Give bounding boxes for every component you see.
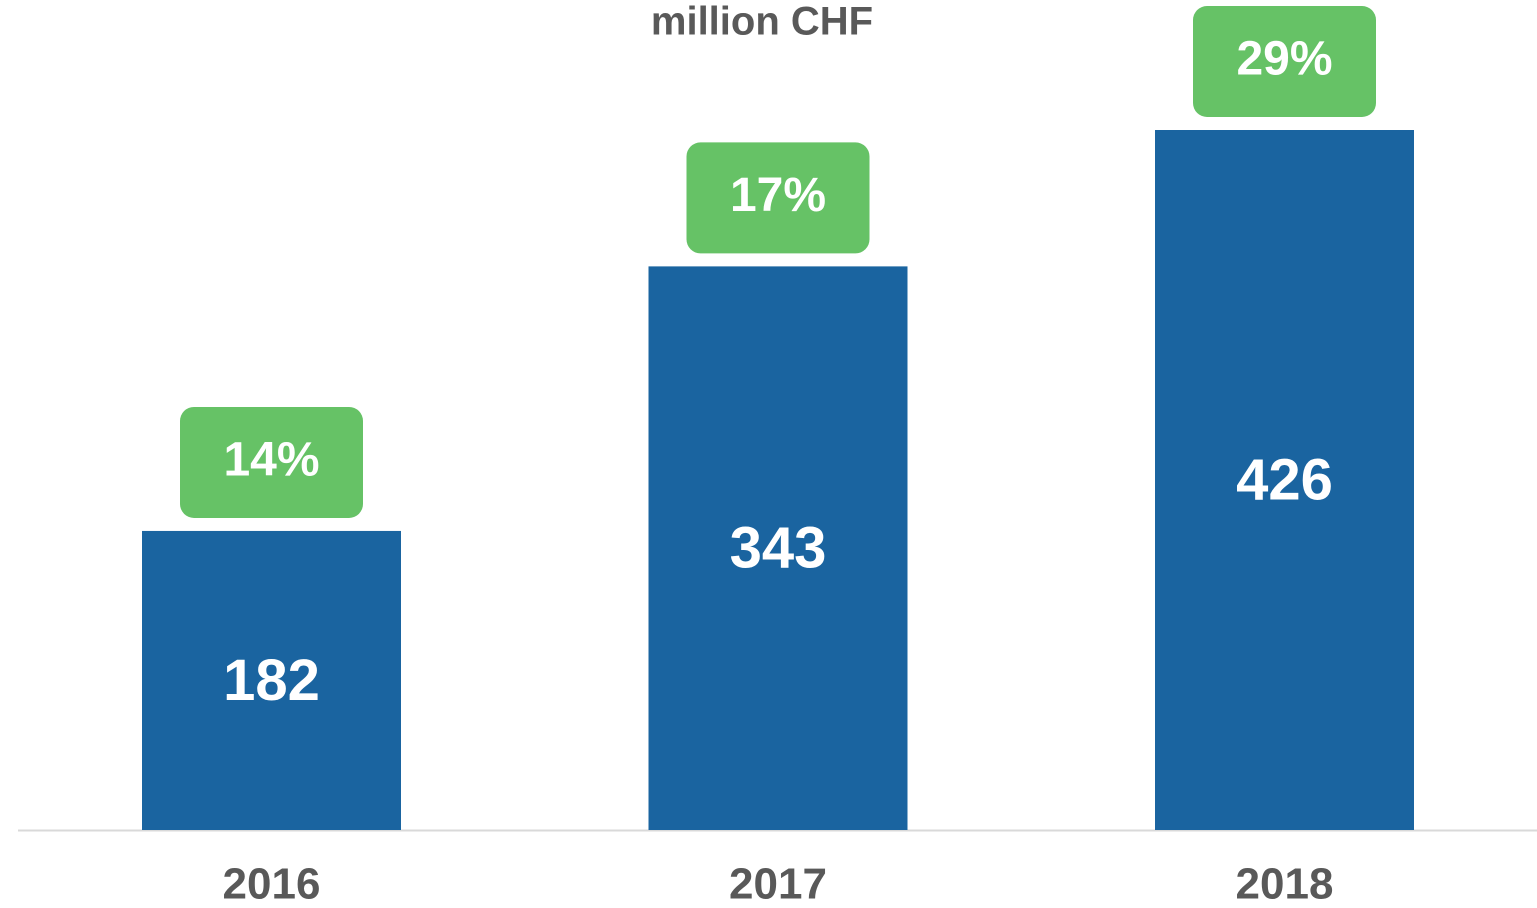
badge-label: 17%	[730, 169, 826, 222]
badge	[180, 406, 363, 518]
badge-label: 29%	[1236, 33, 1332, 86]
badge-label: 14%	[223, 434, 319, 487]
badge	[1193, 6, 1376, 117]
x-tick-label: 2018	[1236, 860, 1334, 908]
value-label: 426	[1236, 447, 1333, 512]
bar	[1155, 130, 1414, 830]
x-tick-label: 2017	[729, 860, 827, 908]
chart-title: million CHF	[651, 0, 873, 44]
x-tick-label: 2016	[223, 860, 321, 908]
bar	[648, 266, 908, 830]
value-label: 343	[730, 516, 827, 581]
bar	[142, 530, 401, 830]
badge	[686, 142, 870, 254]
value-label: 182	[223, 648, 320, 713]
